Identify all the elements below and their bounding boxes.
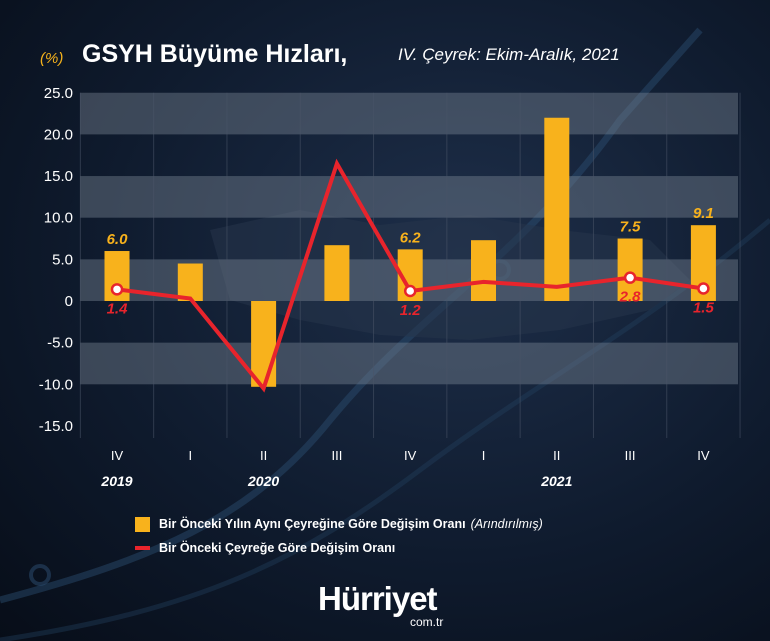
- legend-bar-note: (Arındırılmış): [470, 517, 543, 531]
- y-tick-label: 15.0: [44, 168, 73, 185]
- year-label: 2020: [247, 473, 279, 489]
- bar-data-label: 6.2: [400, 229, 422, 246]
- x-tick-label: IV: [404, 448, 417, 463]
- bar-data-label: 7.5: [620, 219, 642, 236]
- legend-bar-label: Bir Önceki Yılın Aynı Çeyreğine Göre Değ…: [159, 517, 466, 531]
- x-tick-label: IV: [697, 448, 710, 463]
- grid-band: [80, 342, 738, 385]
- y-tick-label: 25.0: [44, 85, 73, 102]
- line-point: [697, 282, 710, 295]
- y-tick-label: 20.0: [44, 126, 73, 143]
- chart-title: GSYH Büyüme Hızları,: [82, 40, 348, 68]
- bar: [544, 117, 570, 302]
- brand-domain: com.tr: [410, 615, 444, 629]
- y-tick-label: -5.0: [47, 335, 73, 352]
- bar: [324, 245, 350, 301]
- line-point: [110, 283, 124, 296]
- line-point: [403, 284, 417, 298]
- bar-data-label: 6.0: [107, 231, 129, 248]
- line-data-label: 1.2: [400, 302, 422, 319]
- x-tick-label: I: [188, 448, 192, 463]
- line-point: [623, 271, 637, 284]
- legend: Bir Önceki Yılın Aynı Çeyreğine Göre Değ…: [135, 512, 543, 560]
- line-data-label: 1.5: [693, 300, 715, 317]
- y-tick-label: -10.0: [39, 376, 73, 393]
- x-tick-label: IV: [111, 448, 124, 463]
- y-tick-label: 5.0: [52, 251, 73, 268]
- bar: [471, 240, 496, 301]
- bar: [177, 263, 203, 301]
- y-tick-label: -15.0: [39, 418, 73, 435]
- y-tick-label: 0: [65, 293, 73, 310]
- bar: [617, 238, 643, 301]
- x-tick-label: III: [331, 448, 342, 463]
- x-tick-label: II: [553, 448, 560, 463]
- legend-bar-swatch: [135, 516, 150, 532]
- legend-line-swatch: [135, 546, 150, 550]
- bar: [251, 301, 277, 387]
- legend-item-bar: Bir Önceki Yılın Aynı Çeyreğine Göre Değ…: [135, 512, 543, 536]
- legend-item-line: Bir Önceki Çeyreğe Göre Değişim Oranı: [135, 536, 543, 560]
- line-data-label: 2.8: [619, 289, 642, 306]
- legend-line-label: Bir Önceki Çeyreğe Göre Değişim Oranı: [159, 541, 396, 555]
- grid-band: [80, 92, 738, 135]
- chart-subtitle: IV. Çeyrek: Ekim-Aralık, 2021: [398, 45, 620, 64]
- line-data-label: 1.4: [107, 300, 129, 317]
- unit-label: (%): [40, 50, 64, 67]
- x-tick-label: III: [625, 448, 636, 463]
- x-tick-label: I: [482, 448, 486, 463]
- brand-logo: Hürriyet: [318, 580, 438, 617]
- year-label: 2019: [100, 473, 132, 489]
- grid-band: [80, 176, 738, 218]
- year-label: 2021: [540, 473, 572, 489]
- x-tick-label: II: [260, 448, 267, 463]
- y-tick-label: 10.0: [44, 210, 73, 227]
- bar-data-label: 9.1: [693, 205, 714, 222]
